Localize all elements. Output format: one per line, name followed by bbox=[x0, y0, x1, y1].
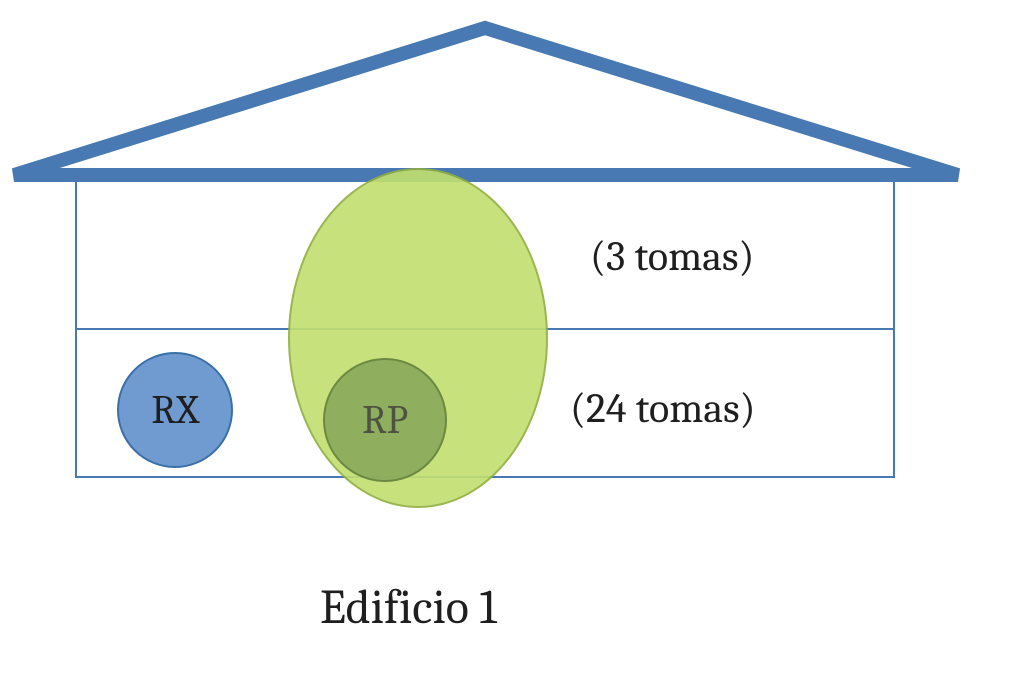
diagram-stage: RX RP (3 tomas) (24 tomas) Edificio 1 bbox=[0, 0, 1023, 690]
roof-icon bbox=[0, 14, 972, 189]
rx-node: RX bbox=[117, 352, 233, 468]
lower-floor-label: (24 tomas) bbox=[570, 384, 756, 433]
rp-node: RP bbox=[323, 358, 447, 482]
rx-label: RX bbox=[151, 387, 198, 433]
diagram-title: Edificio 1 bbox=[320, 580, 497, 635]
upper-floor-label: (3 tomas) bbox=[590, 232, 754, 281]
rp-label: RP bbox=[362, 397, 408, 443]
